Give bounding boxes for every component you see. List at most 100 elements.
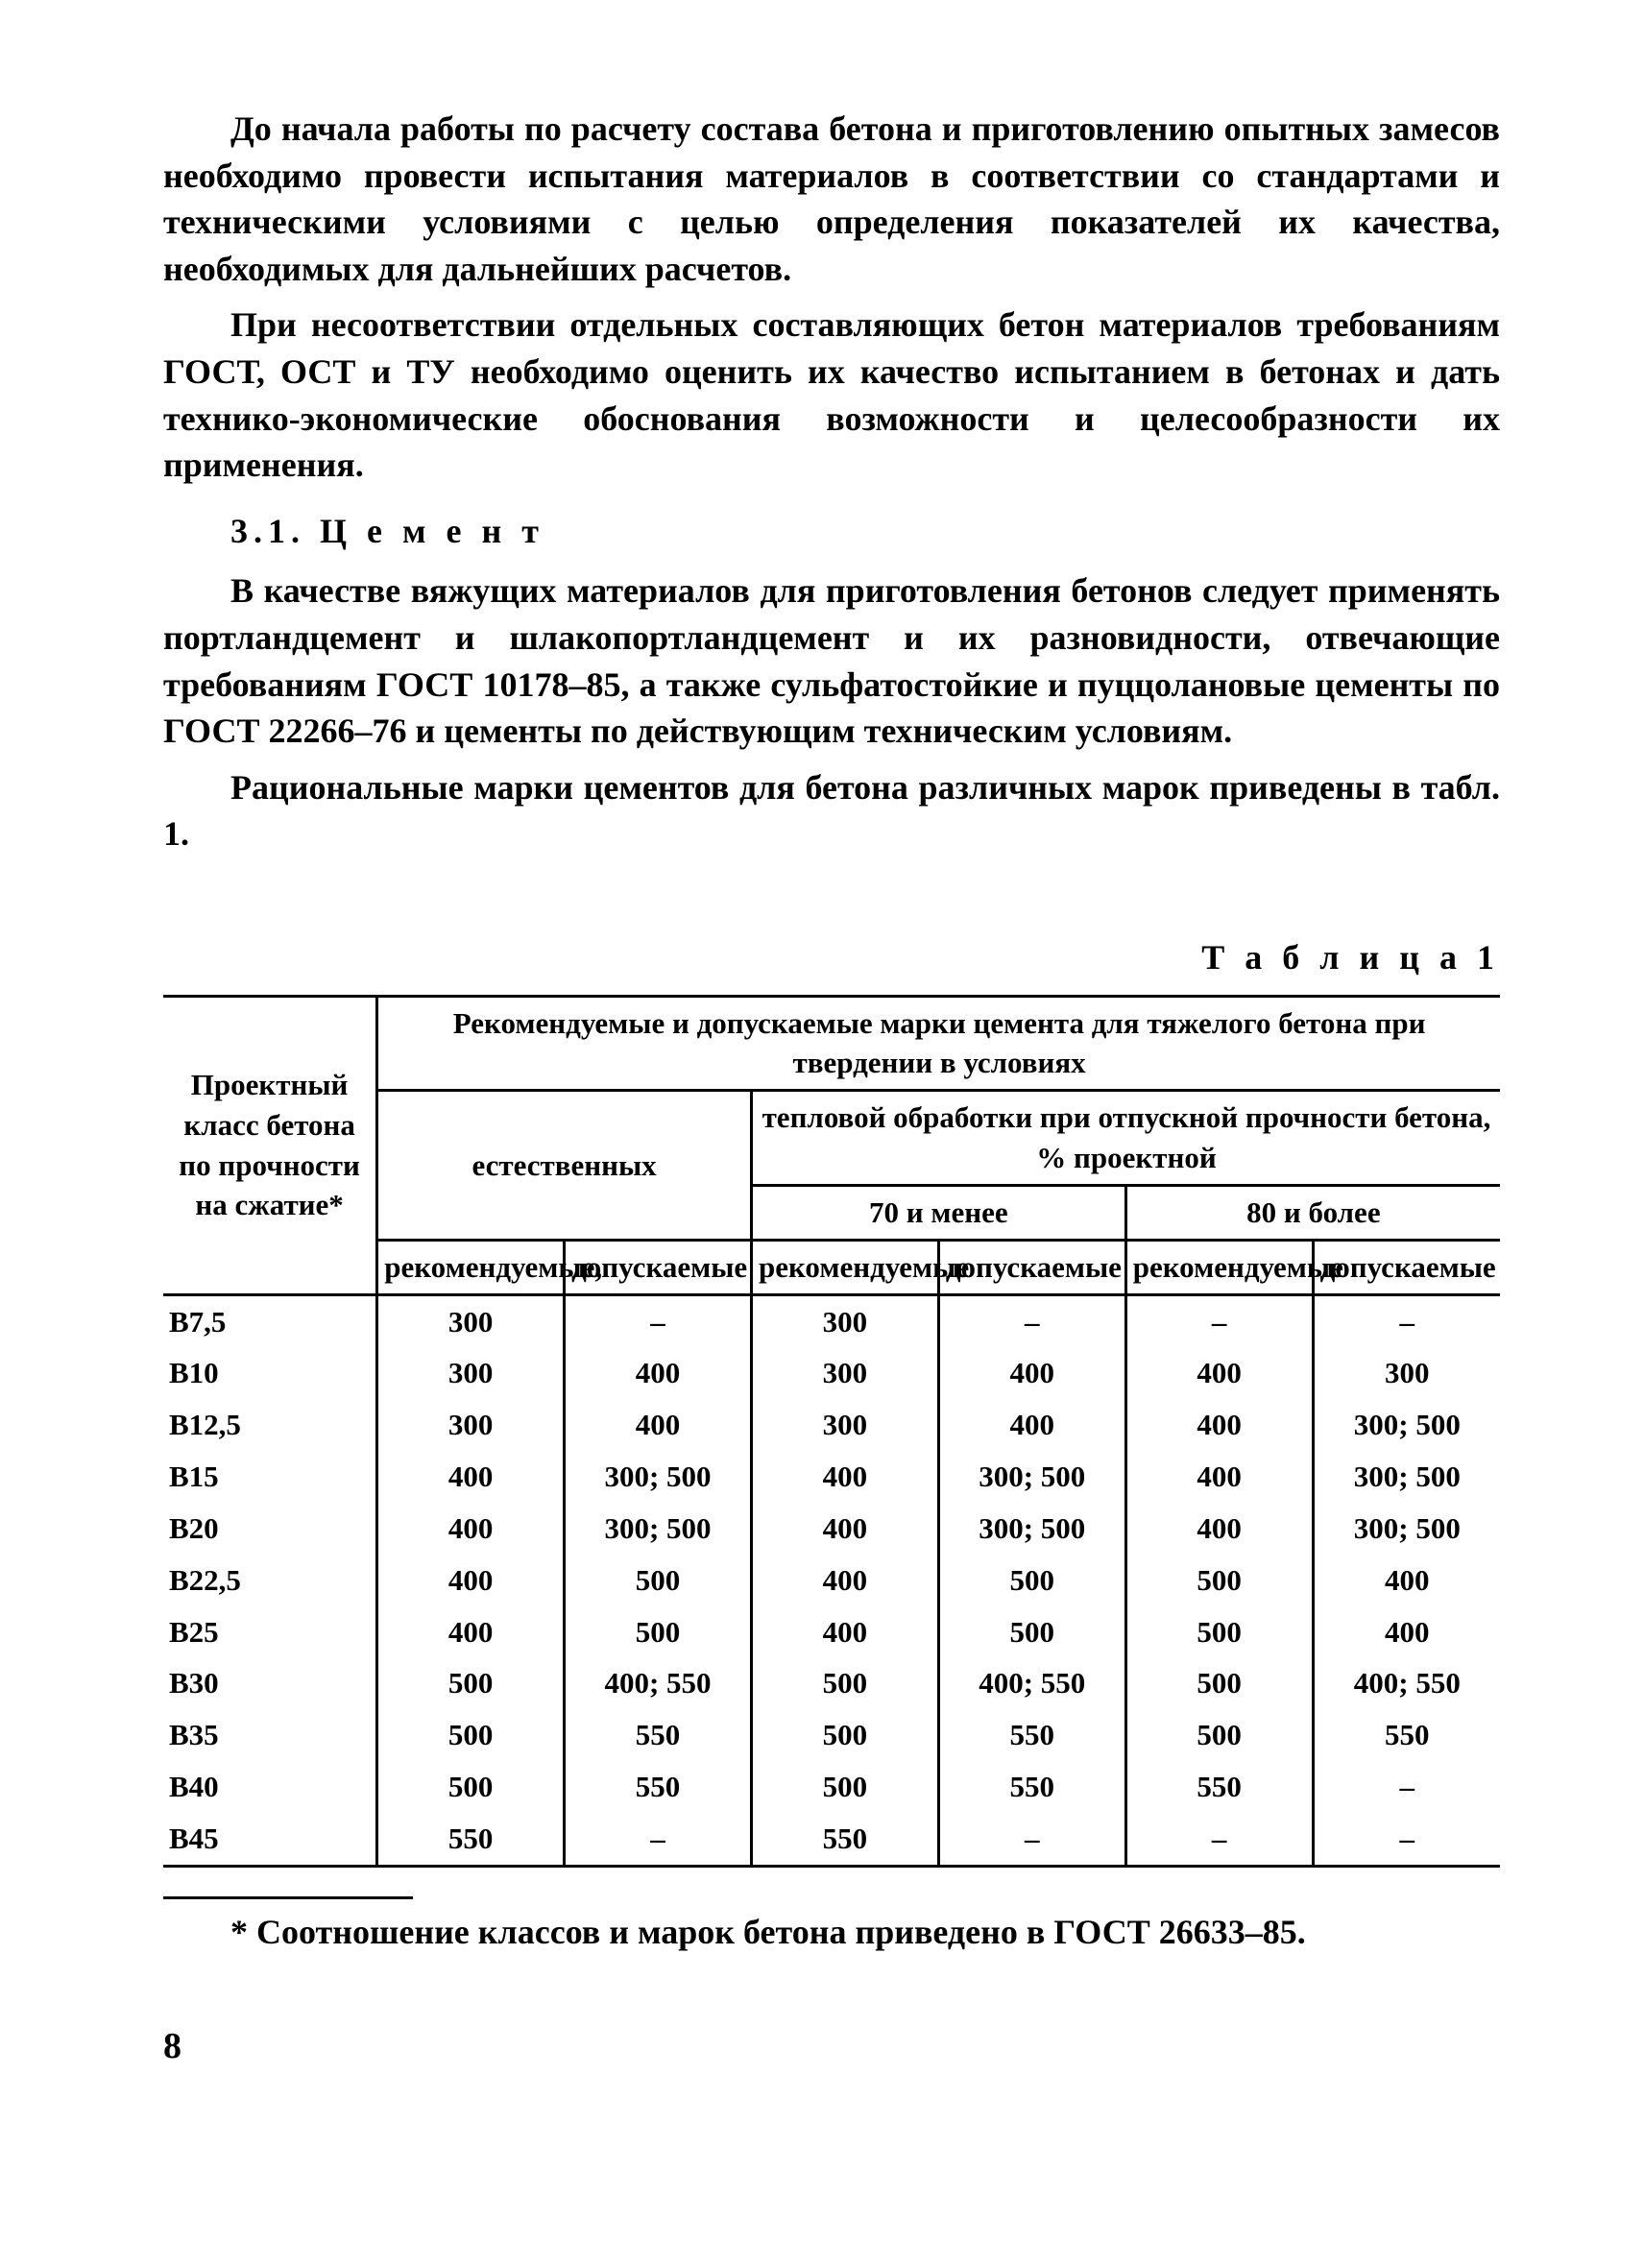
table-body: В7,5300–300–––В10300400300400400300В12,5… [163, 1294, 1500, 1866]
cell-80-rec: 500 [1125, 1606, 1313, 1658]
cell-nat-allow: 500 [565, 1555, 752, 1606]
cell-70-rec: 500 [751, 1709, 938, 1761]
cell-80-allow: 400 [1313, 1606, 1500, 1658]
cell-70-rec: 300 [751, 1294, 938, 1347]
cell-nat-allow: – [565, 1294, 752, 1347]
footnote: * Соотношение классов и марок бетона при… [163, 1909, 1500, 1956]
table-row: В20400300; 500400300; 500400300; 500 [163, 1503, 1500, 1555]
table-head: Проектный класс бетона по прочности на с… [163, 996, 1500, 1294]
cell-80-allow: 400; 550 [1313, 1657, 1500, 1709]
cell-80-rec: 500 [1125, 1657, 1313, 1709]
cell-70-rec: 400 [751, 1555, 938, 1606]
hdr-class: Проектный класс бетона по прочности на с… [163, 996, 377, 1294]
hdr-80: 80 и более [1125, 1185, 1500, 1240]
table-row: В40500550500550550– [163, 1761, 1500, 1813]
cell-class: В20 [163, 1503, 377, 1555]
cell-80-allow: 300; 500 [1313, 1399, 1500, 1451]
cell-nat-allow: 400; 550 [565, 1657, 752, 1709]
cell-class: В30 [163, 1657, 377, 1709]
cell-class: В7,5 [163, 1294, 377, 1347]
cell-70-rec: 500 [751, 1761, 938, 1813]
cell-class: В12,5 [163, 1399, 377, 1451]
page: До начала работы по расчету состава бето… [0, 0, 1644, 2268]
cell-nat-allow: 300; 500 [565, 1503, 752, 1555]
cell-70-allow: 300; 500 [938, 1451, 1125, 1503]
cell-class: В40 [163, 1761, 377, 1813]
cell-class: В15 [163, 1451, 377, 1503]
cell-70-allow: 400; 550 [938, 1657, 1125, 1709]
cell-80-allow: – [1313, 1761, 1500, 1813]
cement-grade-table: Проектный класс бетона по прочности на с… [163, 995, 1500, 1868]
cell-70-allow: 550 [938, 1709, 1125, 1761]
cell-nat-rec: 400 [377, 1606, 565, 1658]
cell-nat-allow: 550 [565, 1761, 752, 1813]
cell-80-rec: 400 [1125, 1399, 1313, 1451]
cell-80-allow: 300 [1313, 1347, 1500, 1399]
cell-80-allow: 300; 500 [1313, 1451, 1500, 1503]
footnote-rule [163, 1896, 413, 1899]
cell-nat-rec: 300 [377, 1347, 565, 1399]
table-row: В35500550500550500550 [163, 1709, 1500, 1761]
cell-80-allow: 300; 500 [1313, 1503, 1500, 1555]
cell-70-rec: 400 [751, 1606, 938, 1658]
cell-70-allow: 500 [938, 1606, 1125, 1658]
cell-class: В10 [163, 1347, 377, 1399]
cell-70-rec: 400 [751, 1451, 938, 1503]
cell-70-rec: 400 [751, 1503, 938, 1555]
cell-70-allow: – [938, 1294, 1125, 1347]
cell-nat-rec: 550 [377, 1813, 565, 1866]
hdr-heat: тепловой обработки при отпускной прочнос… [751, 1091, 1500, 1186]
cell-70-allow: 400 [938, 1399, 1125, 1451]
hdr-80-rec: рекомендуемые [1125, 1240, 1313, 1294]
cell-70-rec: 500 [751, 1657, 938, 1709]
paragraph-3: В качестве вяжущих материалов для пригот… [163, 567, 1500, 754]
cell-nat-rec: 400 [377, 1451, 565, 1503]
hdr-nat-rec: рекомендуемые, [377, 1240, 565, 1294]
cell-nat-allow: 400 [565, 1399, 752, 1451]
cell-70-allow: – [938, 1813, 1125, 1866]
cell-70-allow: 500 [938, 1555, 1125, 1606]
hdr-80-allow: допускаемые [1313, 1240, 1500, 1294]
cell-80-rec: 400 [1125, 1347, 1313, 1399]
cell-80-rec: 500 [1125, 1709, 1313, 1761]
cell-nat-allow: 300; 500 [565, 1451, 752, 1503]
table-caption: Т а б л и ц а 1 [163, 934, 1500, 981]
cell-70-rec: 300 [751, 1399, 938, 1451]
page-number: 8 [163, 2022, 1500, 2071]
cell-class: В25 [163, 1606, 377, 1658]
hdr-70: 70 и менее [751, 1185, 1125, 1240]
cell-nat-rec: 300 [377, 1294, 565, 1347]
cell-70-allow: 400 [938, 1347, 1125, 1399]
cell-80-rec: – [1125, 1294, 1313, 1347]
cell-nat-rec: 500 [377, 1709, 565, 1761]
cell-80-rec: – [1125, 1813, 1313, 1866]
cell-nat-allow: 400 [565, 1347, 752, 1399]
cell-class: В35 [163, 1709, 377, 1761]
cell-80-allow: 550 [1313, 1709, 1500, 1761]
cell-80-allow: 400 [1313, 1555, 1500, 1606]
cell-nat-rec: 500 [377, 1657, 565, 1709]
cell-class: В22,5 [163, 1555, 377, 1606]
cell-70-allow: 550 [938, 1761, 1125, 1813]
table-row: В45550–550––– [163, 1813, 1500, 1866]
paragraph-2: При несоответствии отдельных составляющи… [163, 302, 1500, 488]
table-row: В15400300; 500400300; 500400300; 500 [163, 1451, 1500, 1503]
section-title: 3.1. Ц е м е н т [163, 508, 1500, 555]
table-row: В22,5400500400500500400 [163, 1555, 1500, 1606]
cell-80-rec: 400 [1125, 1503, 1313, 1555]
table-row: В7,5300–300––– [163, 1294, 1500, 1347]
cell-nat-rec: 500 [377, 1761, 565, 1813]
hdr-natural: естественных [377, 1091, 752, 1241]
cell-80-allow: – [1313, 1294, 1500, 1347]
cell-class: В45 [163, 1813, 377, 1866]
cell-nat-allow: – [565, 1813, 752, 1866]
hdr-top: Рекомендуемые и допускаемые марки цемент… [377, 996, 1500, 1091]
cell-nat-rec: 300 [377, 1399, 565, 1451]
cell-80-rec: 500 [1125, 1555, 1313, 1606]
cell-nat-allow: 500 [565, 1606, 752, 1658]
cell-70-rec: 300 [751, 1347, 938, 1399]
paragraph-4: Рациональные марки цементов для бетона р… [163, 764, 1500, 857]
hdr-70-allow: допускаемые [938, 1240, 1125, 1294]
hdr-nat-allow: допускаемые [565, 1240, 752, 1294]
table-row: В25400500400500500400 [163, 1606, 1500, 1658]
